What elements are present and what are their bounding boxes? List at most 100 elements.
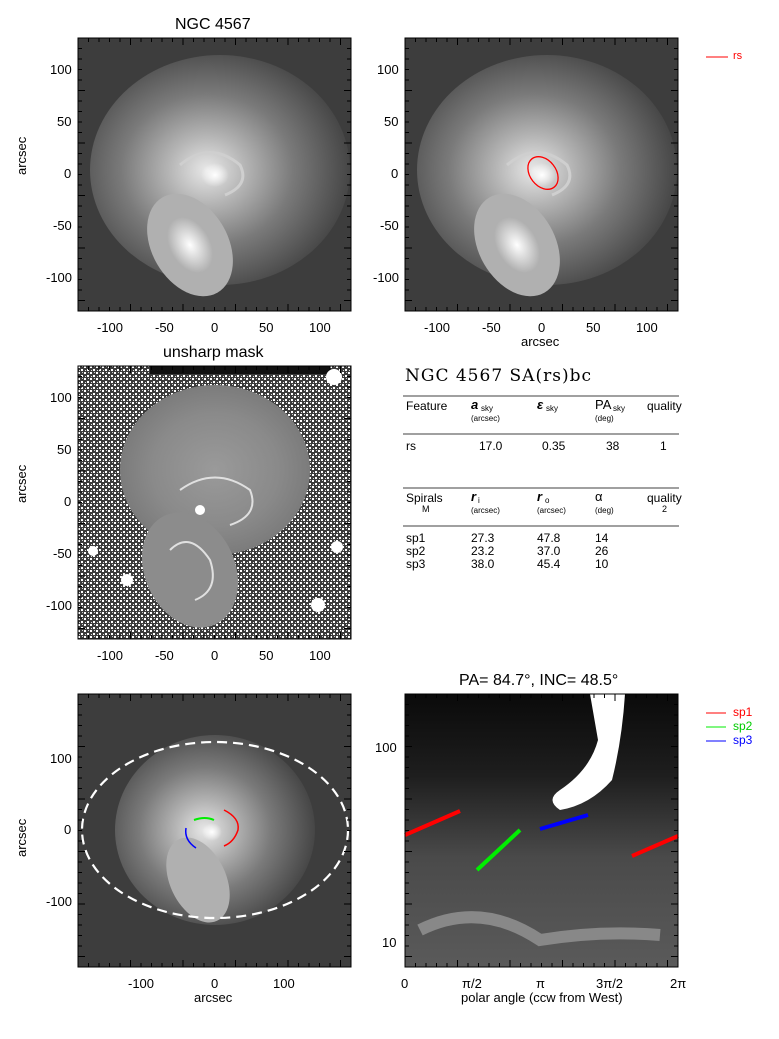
panel6-ytick-2: 10 bbox=[382, 935, 397, 950]
hdr-ro: r bbox=[537, 489, 543, 504]
spiral-ri: 38.0 bbox=[471, 557, 495, 571]
panel3-ytick-1: 100 bbox=[50, 390, 72, 405]
hdr-m: M bbox=[422, 504, 430, 514]
feature-a: 17.0 bbox=[479, 439, 503, 453]
panel1-xtick-5: 100 bbox=[309, 320, 331, 335]
spiral-ro: 37.0 bbox=[537, 544, 561, 558]
panel1-xtick-3: 0 bbox=[211, 320, 219, 335]
panel1-image bbox=[78, 38, 351, 311]
panel6-xlabel: polar angle (ccw from West) bbox=[461, 990, 623, 1005]
panel2-image bbox=[405, 38, 678, 311]
panel1-title: NGC 4567 bbox=[175, 16, 251, 33]
panel3-xtick-2: -50 bbox=[155, 648, 174, 663]
panel3-xtick-5: 100 bbox=[309, 648, 331, 663]
hdr-a: a bbox=[471, 397, 479, 412]
sp3-arc bbox=[184, 827, 197, 849]
spiral-alpha: 10 bbox=[595, 557, 609, 571]
spiral-ro: 45.4 bbox=[537, 557, 561, 571]
legend-sp2-label: sp2 bbox=[733, 719, 753, 733]
panel3-xtick-3: 0 bbox=[211, 648, 219, 663]
panel6-xtick-3: π bbox=[536, 976, 545, 991]
panel3-ytick-2: 50 bbox=[57, 442, 72, 457]
panel3-ytick-5: -100 bbox=[46, 598, 73, 613]
panel2-xtick-2: -50 bbox=[482, 320, 501, 335]
panel2-ytick-2: 50 bbox=[384, 114, 399, 129]
panel2-xtick-3: 0 bbox=[538, 320, 546, 335]
hdr-ri: r bbox=[471, 489, 477, 504]
panel5-ytick-3: -100 bbox=[46, 894, 73, 909]
legend-sp1-label: sp1 bbox=[733, 705, 753, 719]
hdr-spiral-quality-val: 2 bbox=[662, 504, 668, 514]
legend-sp3-label: sp3 bbox=[733, 733, 753, 747]
panel1-xtick-2: -50 bbox=[155, 320, 174, 335]
panel2-ytick-5: -100 bbox=[373, 270, 400, 285]
hdr-quality: quality bbox=[647, 399, 682, 413]
hdr-a-unit: (arcsec) bbox=[471, 414, 500, 423]
panel3-ytick-4: -50 bbox=[53, 546, 72, 561]
panel1-ytick-2: 50 bbox=[57, 114, 72, 129]
panel1-ytick-3: 0 bbox=[64, 166, 72, 181]
hdr-e: ε bbox=[537, 397, 544, 412]
panel1-xtick-1: -100 bbox=[97, 320, 124, 335]
rs-ellipse bbox=[527, 156, 559, 190]
panel2-xlabel: arcsec bbox=[521, 334, 560, 349]
feature-name: rs bbox=[406, 439, 416, 453]
panel2-ytick-1: 100 bbox=[377, 62, 399, 77]
panel3-title: unsharp mask bbox=[163, 344, 264, 361]
spiral-name: sp1 bbox=[406, 531, 426, 545]
sp1-arc bbox=[223, 809, 239, 847]
hdr-ro-unit: (arcsec) bbox=[537, 506, 566, 515]
sp3-line bbox=[539, 813, 589, 831]
panel5-ytick-2: 0 bbox=[64, 822, 72, 837]
panel2-xtick-1: -100 bbox=[424, 320, 451, 335]
spiral-ri: 23.2 bbox=[471, 544, 495, 558]
feature-e: 0.35 bbox=[542, 439, 566, 453]
hdr-spiral-quality: quality bbox=[647, 491, 682, 505]
panel2-xtick-4: 50 bbox=[586, 320, 601, 335]
panel5-xtick-2: 0 bbox=[211, 976, 219, 991]
panel6-xtick-1: 0 bbox=[401, 976, 409, 991]
spiral-alpha: 14 bbox=[595, 531, 609, 545]
tick-marks bbox=[78, 38, 679, 968]
panel5-xtick-1: -100 bbox=[128, 976, 155, 991]
spiral-name: sp3 bbox=[406, 557, 426, 571]
spiral-ro: 47.8 bbox=[537, 531, 561, 545]
sp2-arc bbox=[193, 817, 215, 821]
hdr-pa-unit: (deg) bbox=[595, 414, 614, 423]
hdr-feature: Feature bbox=[406, 399, 448, 413]
panel3-xtick-1: -100 bbox=[97, 648, 124, 663]
feature-pa: 38 bbox=[606, 439, 620, 453]
panel1-ytick-4: -50 bbox=[53, 218, 72, 233]
panel1-ylabel: arcsec bbox=[14, 136, 29, 175]
panel6-xtick-2: π/2 bbox=[462, 976, 482, 991]
panel5-xtick-3: 100 bbox=[273, 976, 295, 991]
panel5-ytick-1: 100 bbox=[50, 751, 72, 766]
panel3-ylabel: arcsec bbox=[14, 464, 29, 503]
hdr-pa: PA bbox=[595, 397, 612, 412]
legend-rs-label: rs bbox=[733, 50, 743, 62]
panel3-ytick-3: 0 bbox=[64, 494, 72, 509]
table-title: NGC 4567 SA(rs)bc bbox=[405, 366, 592, 386]
feature-quality: 1 bbox=[660, 439, 667, 453]
panel5-xlabel: arcsec bbox=[194, 990, 233, 1005]
panel2-xtick-5: 100 bbox=[636, 320, 658, 335]
panel1-ytick-1: 100 bbox=[50, 62, 72, 77]
hdr-alpha-unit: (deg) bbox=[595, 506, 614, 515]
spiral-name: sp2 bbox=[406, 544, 426, 558]
panel2-ytick-3: 0 bbox=[391, 166, 399, 181]
panel3-xtick-4: 50 bbox=[259, 648, 274, 663]
panel6-ytick-1: 100 bbox=[375, 740, 397, 755]
panel5-image bbox=[78, 694, 351, 967]
panel5-ylabel: arcsec bbox=[14, 818, 29, 857]
panel1-ytick-5: -100 bbox=[46, 270, 73, 285]
panel2-ytick-4: -50 bbox=[380, 218, 399, 233]
spiral-ri: 27.3 bbox=[471, 531, 495, 545]
hdr-spirals: Spirals bbox=[406, 491, 443, 505]
panel6-xtick-5: 2π bbox=[670, 976, 687, 991]
sp2-line bbox=[475, 828, 522, 872]
hdr-ro-sub: o bbox=[545, 496, 550, 505]
hdr-pa-sub: sky bbox=[613, 404, 625, 413]
panel3-image bbox=[78, 366, 351, 639]
hdr-ri-sub: i bbox=[478, 496, 480, 505]
